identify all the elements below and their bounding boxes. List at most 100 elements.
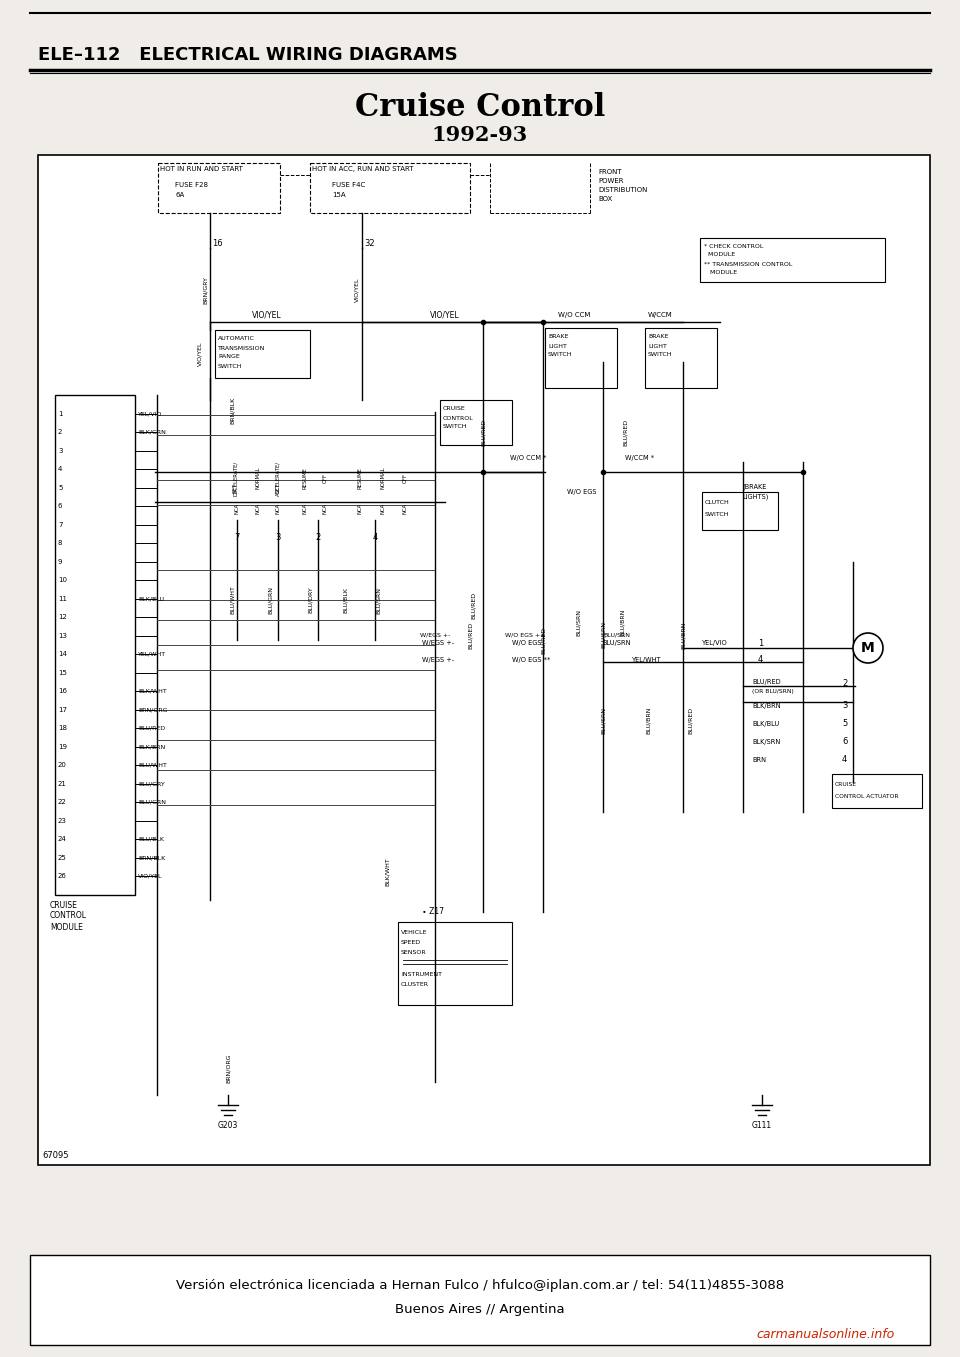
- Text: BLK/BLU: BLK/BLU: [752, 721, 780, 727]
- Text: ∙ Z17: ∙ Z17: [422, 908, 444, 916]
- Text: BLU/RED: BLU/RED: [481, 418, 486, 445]
- Text: carmanualsonline.info: carmanualsonline.info: [756, 1329, 895, 1342]
- Text: NCA: NCA: [357, 502, 363, 513]
- Text: BLU/RED: BLU/RED: [622, 418, 628, 445]
- Text: BRN: BRN: [752, 757, 766, 763]
- Text: Cruise Control: Cruise Control: [355, 92, 605, 123]
- Text: 4: 4: [58, 465, 62, 472]
- Text: BRAKE: BRAKE: [548, 334, 568, 339]
- Text: 15: 15: [58, 670, 67, 676]
- Text: BRAKE: BRAKE: [648, 334, 668, 339]
- Text: BLK/GRN: BLK/GRN: [138, 430, 166, 434]
- Text: 6A: 6A: [175, 191, 184, 198]
- Text: BLU/RED: BLU/RED: [540, 627, 545, 654]
- Text: BLK/BLU: BLK/BLU: [138, 596, 164, 601]
- Text: SWITCH: SWITCH: [218, 364, 243, 369]
- Text: BLU/WHT: BLU/WHT: [229, 586, 234, 615]
- Text: 23: 23: [58, 818, 67, 824]
- Text: 16: 16: [58, 688, 67, 695]
- Text: VIO/YEL: VIO/YEL: [198, 342, 203, 366]
- Text: MODULE: MODULE: [704, 252, 735, 258]
- Text: LIGHTS): LIGHTS): [742, 494, 768, 501]
- Text: W/EGS +-: W/EGS +-: [422, 657, 454, 664]
- Text: W/CCM *: W/CCM *: [625, 455, 654, 461]
- Text: 16: 16: [212, 239, 223, 248]
- Text: BRN/BLK: BRN/BLK: [138, 855, 165, 860]
- Text: VIO/YEL: VIO/YEL: [354, 278, 359, 303]
- Text: 25: 25: [58, 855, 67, 860]
- Text: W/O EGS: W/O EGS: [512, 641, 541, 646]
- Text: 15A: 15A: [332, 191, 346, 198]
- Text: Buenos Aires // Argentina: Buenos Aires // Argentina: [396, 1304, 564, 1316]
- Text: BLU/GRY: BLU/GRY: [138, 782, 165, 787]
- Text: M: M: [861, 641, 875, 655]
- Text: BLK/WHT: BLK/WHT: [138, 689, 167, 693]
- Text: BRN/BLK: BRN/BLK: [229, 396, 234, 423]
- Bar: [398, 921, 512, 1006]
- Text: W/O EGS: W/O EGS: [567, 489, 596, 495]
- Text: 4: 4: [842, 756, 848, 764]
- Text: BRN/ORG: BRN/ORG: [226, 1053, 230, 1083]
- Text: 4: 4: [758, 655, 763, 665]
- Text: YEL/VIO: YEL/VIO: [138, 411, 162, 417]
- Text: G203: G203: [218, 1121, 238, 1129]
- Text: RESUME: RESUME: [357, 467, 363, 489]
- Text: CONTROL ACTUATOR: CONTROL ACTUATOR: [835, 794, 899, 798]
- Text: 26: 26: [58, 874, 67, 879]
- Text: 1992-93: 1992-93: [432, 125, 528, 145]
- Text: BLU/RED: BLU/RED: [752, 678, 780, 685]
- Text: BLU/GRN: BLU/GRN: [138, 799, 166, 805]
- Text: BLU/RED: BLU/RED: [470, 592, 475, 619]
- Text: BLU/SRN: BLU/SRN: [575, 608, 581, 635]
- Text: 5: 5: [842, 719, 848, 729]
- Text: BRN/ORG: BRN/ORG: [138, 707, 167, 712]
- Text: OFF: OFF: [323, 474, 327, 483]
- Bar: [645, 328, 717, 388]
- Text: BLU/BRN: BLU/BRN: [681, 622, 685, 649]
- Text: 17: 17: [58, 707, 67, 712]
- Text: 18: 18: [58, 726, 67, 731]
- Text: BLU/RED: BLU/RED: [687, 707, 692, 734]
- Text: 2: 2: [316, 533, 321, 543]
- Text: 5: 5: [58, 484, 62, 491]
- Text: ACCELERATE/: ACCELERATE/: [276, 460, 280, 495]
- Text: AUTOMATIC: AUTOMATIC: [218, 337, 254, 342]
- Bar: [702, 493, 778, 531]
- Text: DISTRIBUTION: DISTRIBUTION: [598, 187, 647, 193]
- Text: DECELERATE/: DECELERATE/: [232, 460, 237, 495]
- Text: 3: 3: [58, 448, 62, 453]
- Text: NCA: NCA: [255, 502, 260, 513]
- Text: 8: 8: [58, 540, 62, 546]
- Text: SENSOR: SENSOR: [401, 950, 426, 954]
- Text: 67095: 67095: [42, 1151, 68, 1159]
- Text: BLK/WHT: BLK/WHT: [385, 858, 390, 886]
- Text: NCA: NCA: [276, 502, 280, 513]
- Text: YEL/WHT: YEL/WHT: [138, 651, 166, 657]
- Text: BLU/SRN: BLU/SRN: [601, 622, 606, 649]
- Text: SWITCH: SWITCH: [443, 425, 468, 430]
- Text: ** TRANSMISSION CONTROL: ** TRANSMISSION CONTROL: [704, 262, 792, 266]
- Text: 32: 32: [364, 239, 374, 248]
- Text: SPEED: SPEED: [401, 939, 421, 944]
- Text: 9: 9: [58, 559, 62, 565]
- Text: BLU/GRN: BLU/GRN: [268, 586, 273, 613]
- Text: NCA: NCA: [234, 502, 239, 513]
- Text: BOX: BOX: [598, 195, 612, 202]
- Text: 4: 4: [372, 533, 377, 543]
- Text: FRONT: FRONT: [598, 170, 622, 175]
- Text: SET: SET: [232, 483, 237, 493]
- Text: BLU/RED: BLU/RED: [468, 622, 472, 649]
- Text: NCA: NCA: [302, 502, 307, 513]
- Text: W/CCM: W/CCM: [648, 312, 673, 318]
- Text: BLU/WHT: BLU/WHT: [138, 763, 167, 768]
- Text: W/EGS +-: W/EGS +-: [422, 641, 454, 646]
- Text: 24: 24: [58, 836, 67, 843]
- Text: BLK/BRN: BLK/BRN: [752, 703, 780, 708]
- Text: HOT IN RUN AND START: HOT IN RUN AND START: [160, 166, 243, 172]
- Text: YEL/WHT: YEL/WHT: [632, 657, 661, 664]
- Text: W/O CCM: W/O CCM: [558, 312, 590, 318]
- Text: SWITCH: SWITCH: [548, 353, 572, 357]
- Text: SWITCH: SWITCH: [705, 512, 730, 517]
- Text: CONTROL: CONTROL: [50, 912, 87, 920]
- Text: CONTROL: CONTROL: [443, 415, 473, 421]
